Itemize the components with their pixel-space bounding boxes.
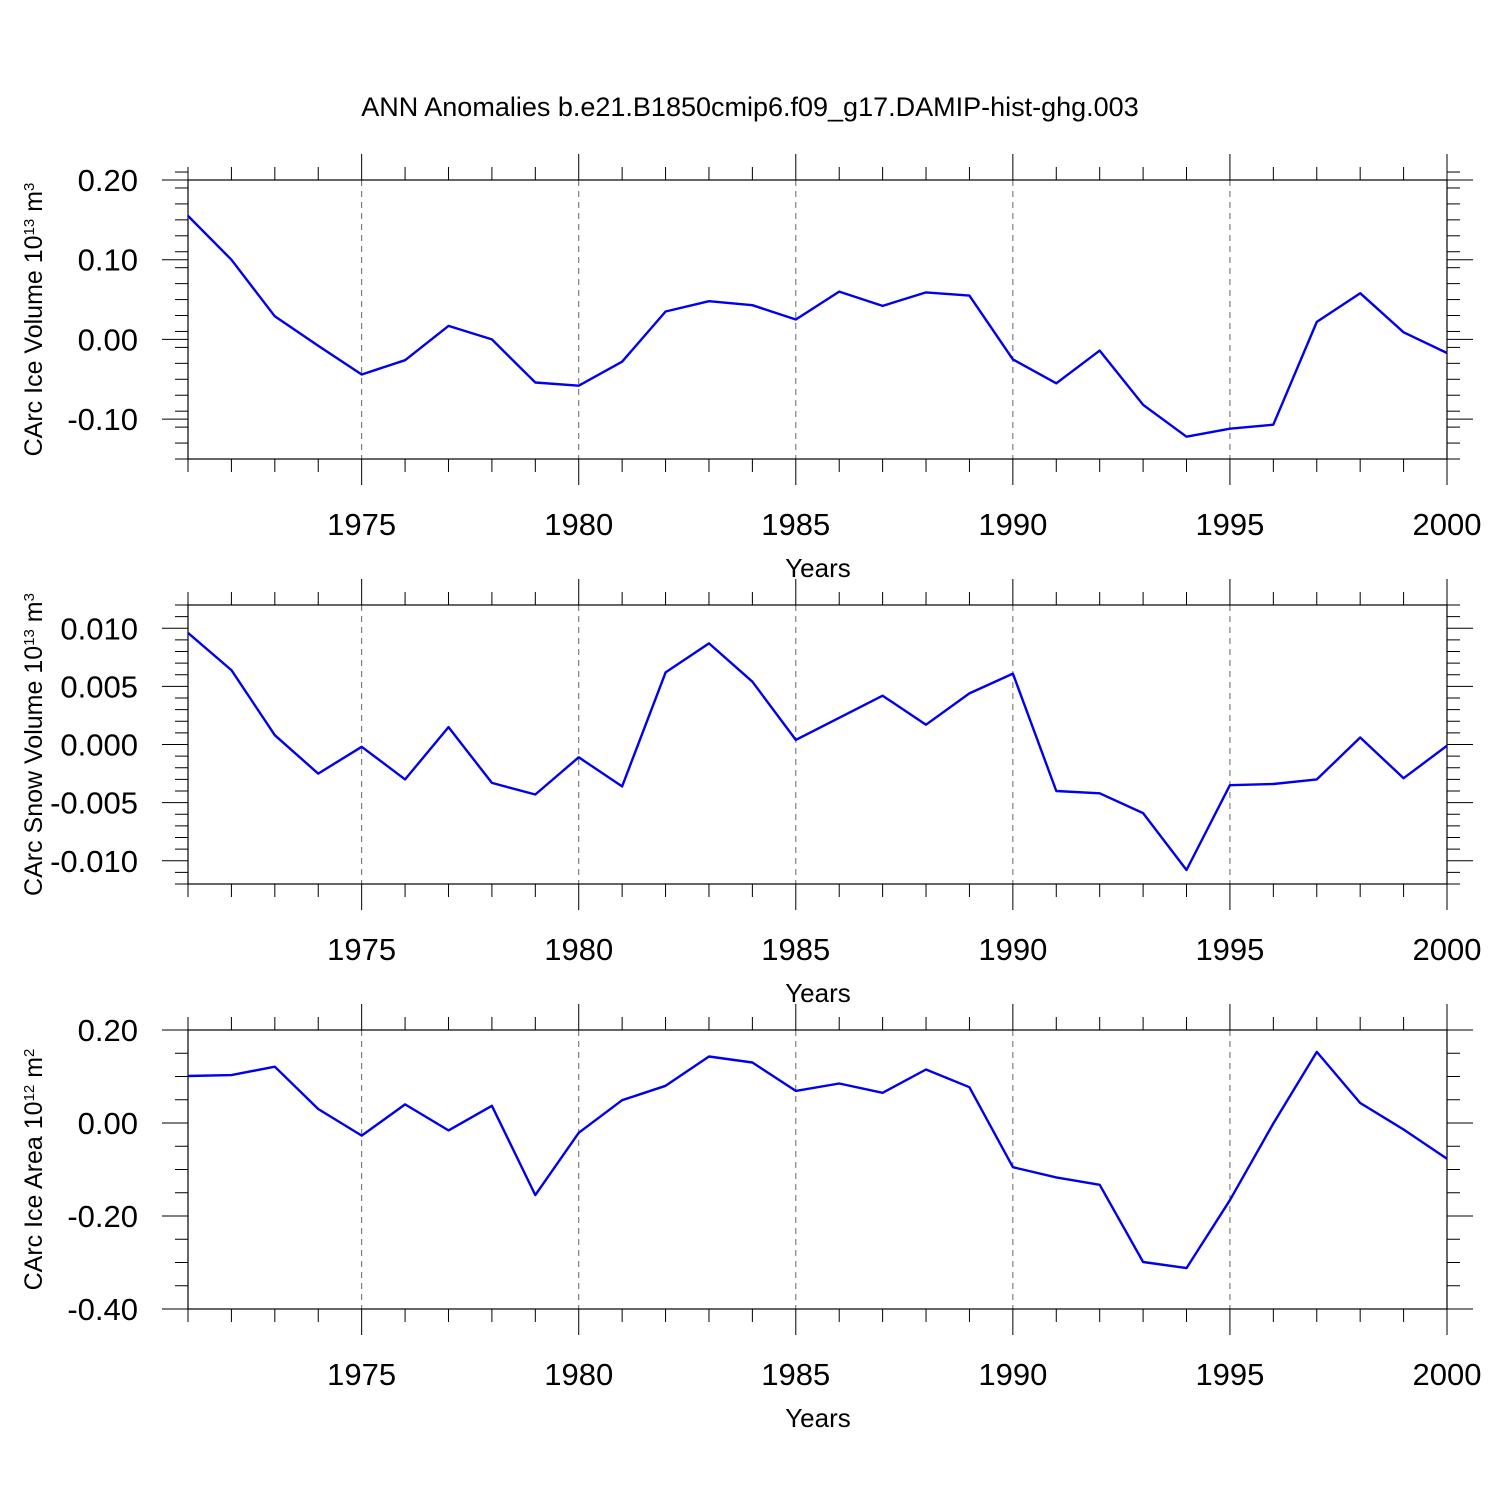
y-axis-label-part: CArc Ice Volume 10 — [20, 235, 48, 456]
x-tick-label: 1980 — [544, 507, 613, 542]
y-tick-label: 0.005 — [60, 669, 138, 704]
y-tick-label: -0.010 — [50, 844, 138, 879]
data-line — [187, 215, 1448, 438]
x-tick-label: 1985 — [761, 507, 830, 542]
y-tick-label: 0.000 — [60, 728, 138, 763]
x-tick-label: 1975 — [327, 1357, 396, 1392]
x-tick-label: 1990 — [978, 932, 1047, 967]
y-axis-label-superscript: 2 — [21, 1049, 38, 1057]
x-tick-label: 1980 — [544, 932, 613, 967]
x-tick-label: 2000 — [1413, 1357, 1482, 1392]
y-tick-label: 0.010 — [60, 611, 138, 646]
panel-2: -0.010 -0.005 0.000 0.005 0.010 1975 1980 1985 1… — [20, 579, 1481, 1008]
y-tick-label: 0.20 — [78, 163, 138, 198]
y-tick-label: -0.005 — [50, 786, 138, 821]
x-axis-label: Years — [785, 1403, 851, 1433]
figure-title: ANN Anomalies b.e21.B1850cmip6.f09_g17.D… — [361, 92, 1138, 122]
x-axis-label: Years — [785, 978, 851, 1008]
y-tick-label: 0.10 — [78, 243, 138, 278]
y-axis-label-superscript: 12 — [21, 1085, 38, 1102]
panels: -0.10 0.00 0.10 0.20 1975 1980 1985 1990 1995 200… — [20, 154, 1481, 1433]
y-axis-label-superscript: 13 — [21, 219, 38, 236]
y-tick-label: -0.10 — [67, 402, 138, 437]
x-axis-label: Years — [785, 553, 851, 583]
y-tick-label: -0.40 — [67, 1292, 138, 1327]
y-axis-label: CArc Ice Volume 1013 m3 — [20, 183, 48, 457]
y-axis-label-superscript: 3 — [21, 593, 38, 601]
x-tick-label: 1995 — [1195, 932, 1264, 967]
panel-3: -0.40 -0.20 0.00 0.20 1975 1980 1985 1990 1995 20… — [20, 1004, 1481, 1433]
y-tick-label: 0.00 — [78, 322, 138, 357]
y-axis-label: CArc Snow Volume 1013 m3 — [20, 593, 48, 896]
y-axis-label-part: m — [20, 191, 48, 219]
x-tick-label: 1975 — [327, 932, 396, 967]
y-tick-label: -0.20 — [67, 1199, 138, 1234]
x-tick-label: 1995 — [1195, 507, 1264, 542]
panel-1: -0.10 0.00 0.10 0.20 1975 1980 1985 1990 1995 200… — [20, 154, 1481, 583]
y-axis-label-superscript: 13 — [21, 629, 38, 646]
plot-frame — [187, 604, 1448, 885]
y-axis-label-part: CArc Snow Volume 10 — [20, 646, 48, 896]
x-tick-label: 1990 — [978, 1357, 1047, 1392]
y-axis-label: CArc Ice Area 1012 m2 — [20, 1049, 48, 1291]
data-line — [187, 631, 1448, 872]
x-tick-label: 1990 — [978, 507, 1047, 542]
x-tick-label: 1980 — [544, 1357, 613, 1392]
y-tick-label: 0.20 — [78, 1013, 138, 1048]
y-axis-label-part: CArc Ice Area 10 — [20, 1101, 48, 1290]
data-line — [187, 1050, 1448, 1270]
y-tick-label: 0.00 — [78, 1106, 138, 1141]
x-tick-label: 2000 — [1413, 932, 1482, 967]
x-tick-label: 1985 — [761, 1357, 830, 1392]
x-tick-label: 1985 — [761, 932, 830, 967]
x-tick-label: 1995 — [1195, 1357, 1264, 1392]
plot-frame — [187, 1029, 1448, 1310]
y-axis-label-part: m — [20, 601, 48, 629]
x-tick-label: 2000 — [1413, 507, 1482, 542]
y-axis-label-superscript: 3 — [21, 183, 38, 191]
plot-frame — [187, 179, 1448, 460]
x-tick-label: 1975 — [327, 507, 396, 542]
y-axis-label-part: m — [20, 1057, 48, 1085]
